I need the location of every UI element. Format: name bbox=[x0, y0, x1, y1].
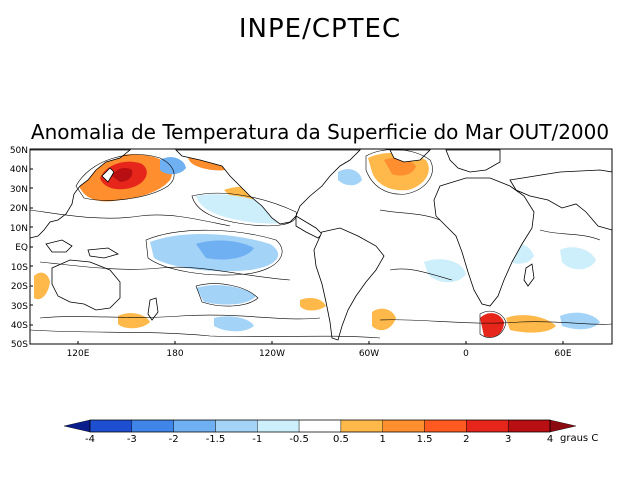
colorbar-cell bbox=[215, 419, 258, 433]
organization-title: INPE/CPTEC bbox=[238, 14, 402, 44]
warm-patch-sw-atlantic bbox=[372, 308, 396, 331]
colorbar-label: 0.5 bbox=[333, 434, 349, 445]
colorbar-label: -4 bbox=[85, 434, 95, 445]
warm-patch-south-pacific bbox=[300, 298, 326, 311]
warm-patch-australia-west bbox=[34, 272, 50, 300]
land-australia bbox=[51, 259, 121, 311]
lat-label: 30S bbox=[11, 302, 28, 312]
colorbar-cell bbox=[89, 419, 133, 433]
lat-label: 50N bbox=[10, 146, 28, 156]
land-new-zealand bbox=[147, 297, 159, 321]
cool-patch-south-indian-2 bbox=[560, 247, 596, 270]
lat-label: EQ bbox=[15, 243, 28, 253]
lat-label: 40S bbox=[11, 321, 28, 331]
land-new-guinea bbox=[87, 247, 119, 259]
colorbar-cell bbox=[257, 419, 300, 433]
colorbar-label: -3 bbox=[127, 434, 137, 445]
lat-label: 20S bbox=[11, 282, 28, 292]
lon-label: 120W bbox=[259, 349, 285, 359]
land-madagascar bbox=[523, 263, 535, 287]
land-south-america bbox=[313, 227, 385, 341]
colorbar-left-arrow bbox=[63, 419, 91, 433]
colorbar-label: 3 bbox=[505, 434, 511, 445]
colorbar-label: 4 bbox=[547, 434, 553, 445]
lat-label: 10N bbox=[10, 224, 28, 234]
colorbar-label: 1.5 bbox=[417, 434, 433, 445]
lat-label: 20N bbox=[10, 204, 28, 214]
colorbar-label: -1 bbox=[252, 434, 262, 445]
colorbar-label: 1 bbox=[380, 434, 386, 445]
lon-label: 120E bbox=[67, 349, 90, 359]
warm-patch-north-atlantic-core bbox=[384, 158, 416, 176]
warm-patch-nw-pacific-peak bbox=[112, 168, 133, 182]
cool-patch-subtropic-pacific bbox=[196, 194, 294, 224]
land-asia bbox=[29, 149, 132, 239]
lon-label: 60E bbox=[554, 349, 571, 359]
contour-lines bbox=[29, 149, 613, 339]
lat-label: 30N bbox=[10, 185, 28, 195]
cool-patch-east-indian bbox=[560, 312, 600, 330]
colorbar-cells bbox=[89, 419, 551, 433]
colorbar-outline bbox=[89, 419, 551, 433]
colorbar-label: -1.5 bbox=[206, 434, 226, 445]
lon-label: 60W bbox=[359, 349, 379, 359]
colorbar-cell bbox=[382, 419, 425, 433]
colorbar-cell bbox=[131, 419, 174, 433]
lat-label: 50S bbox=[11, 340, 28, 350]
land-north-america bbox=[175, 149, 361, 225]
land-japan bbox=[101, 167, 115, 183]
warm-patch-south-indian bbox=[506, 315, 556, 333]
land-masses bbox=[29, 149, 613, 341]
colorbar-cell bbox=[424, 419, 467, 433]
lat-label: 10S bbox=[11, 263, 28, 273]
cool-patch-central-pacific-core bbox=[196, 240, 254, 260]
colorbar-cell bbox=[466, 419, 509, 433]
lon-label: 0 bbox=[463, 349, 469, 359]
colorbar-cell bbox=[340, 419, 383, 433]
colorbar: -4 -3 -2 -1.5 -1 -0.5 0.5 1 1.5 2 3 4 bbox=[63, 419, 577, 445]
colorbar-unit: graus C bbox=[560, 433, 599, 444]
colorbar-label: 2 bbox=[463, 434, 469, 445]
anomaly-patches bbox=[34, 151, 600, 338]
colorbar-cell bbox=[173, 419, 216, 433]
warm-patch-south-atlantic-cape bbox=[480, 313, 504, 338]
colorbar-label: -0.5 bbox=[289, 434, 309, 445]
cool-patch-atlantic-south bbox=[424, 259, 466, 283]
land-africa bbox=[433, 177, 535, 307]
lat-label: 40N bbox=[10, 165, 28, 175]
land-europe bbox=[445, 149, 501, 173]
cool-patch-south-pacific-2 bbox=[214, 316, 254, 332]
colorbar-label: -2 bbox=[169, 434, 179, 445]
cool-patch-sw-pacific bbox=[196, 285, 256, 305]
map-title: Anomalia de Temperatura da Superficie do… bbox=[30, 120, 610, 144]
colorbar-cell bbox=[507, 419, 551, 433]
tick-marks bbox=[30, 148, 564, 344]
longitude-labels: 120E 180 120W 60W 0 60E bbox=[67, 349, 572, 359]
warm-patch-tasman bbox=[118, 313, 150, 329]
colorbar-cell bbox=[298, 419, 342, 433]
land-indonesia bbox=[45, 239, 73, 253]
colorbar-right-arrow bbox=[549, 419, 577, 433]
cool-patch-north-pacific bbox=[160, 157, 186, 175]
land-greenland bbox=[389, 149, 431, 163]
cool-patch-gulf bbox=[338, 169, 362, 186]
land-arabia-india bbox=[509, 169, 613, 231]
latitude-labels: 50N 40N 30N 20N 10N EQ 10S 20S 30S 40S 5… bbox=[10, 146, 28, 350]
lon-label: 180 bbox=[166, 349, 183, 359]
colorbar-labels: -4 -3 -2 -1.5 -1 -0.5 0.5 1 1.5 2 3 4 bbox=[85, 434, 553, 445]
